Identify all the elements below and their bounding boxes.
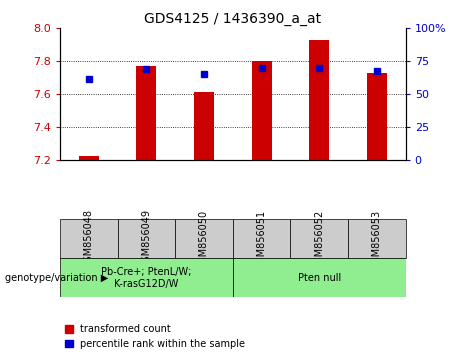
Text: GSM856050: GSM856050 — [199, 209, 209, 269]
Text: Pb-Cre+; PtenL/W;
K-rasG12D/W: Pb-Cre+; PtenL/W; K-rasG12D/W — [101, 267, 192, 289]
Bar — [79, 156, 99, 160]
Legend: transformed count, percentile rank within the sample: transformed count, percentile rank withi… — [65, 324, 245, 349]
Text: GSM856049: GSM856049 — [142, 210, 151, 268]
Bar — [367, 73, 387, 160]
Bar — [118, 219, 175, 258]
Text: Pten null: Pten null — [298, 273, 341, 283]
Bar — [309, 40, 329, 160]
Bar — [233, 258, 406, 297]
Text: genotype/variation ▶: genotype/variation ▶ — [5, 273, 108, 283]
Bar — [136, 66, 156, 160]
Bar — [60, 219, 118, 258]
Text: GSM856048: GSM856048 — [84, 210, 94, 268]
Bar — [252, 61, 272, 160]
Bar — [290, 219, 348, 258]
Bar — [175, 219, 233, 258]
Bar — [194, 92, 214, 160]
Title: GDS4125 / 1436390_a_at: GDS4125 / 1436390_a_at — [144, 12, 321, 26]
Text: GSM856051: GSM856051 — [257, 209, 266, 269]
Text: GSM856052: GSM856052 — [314, 209, 324, 269]
Bar — [348, 219, 406, 258]
Bar — [60, 258, 233, 297]
Bar — [233, 219, 290, 258]
Text: GSM856053: GSM856053 — [372, 209, 382, 269]
